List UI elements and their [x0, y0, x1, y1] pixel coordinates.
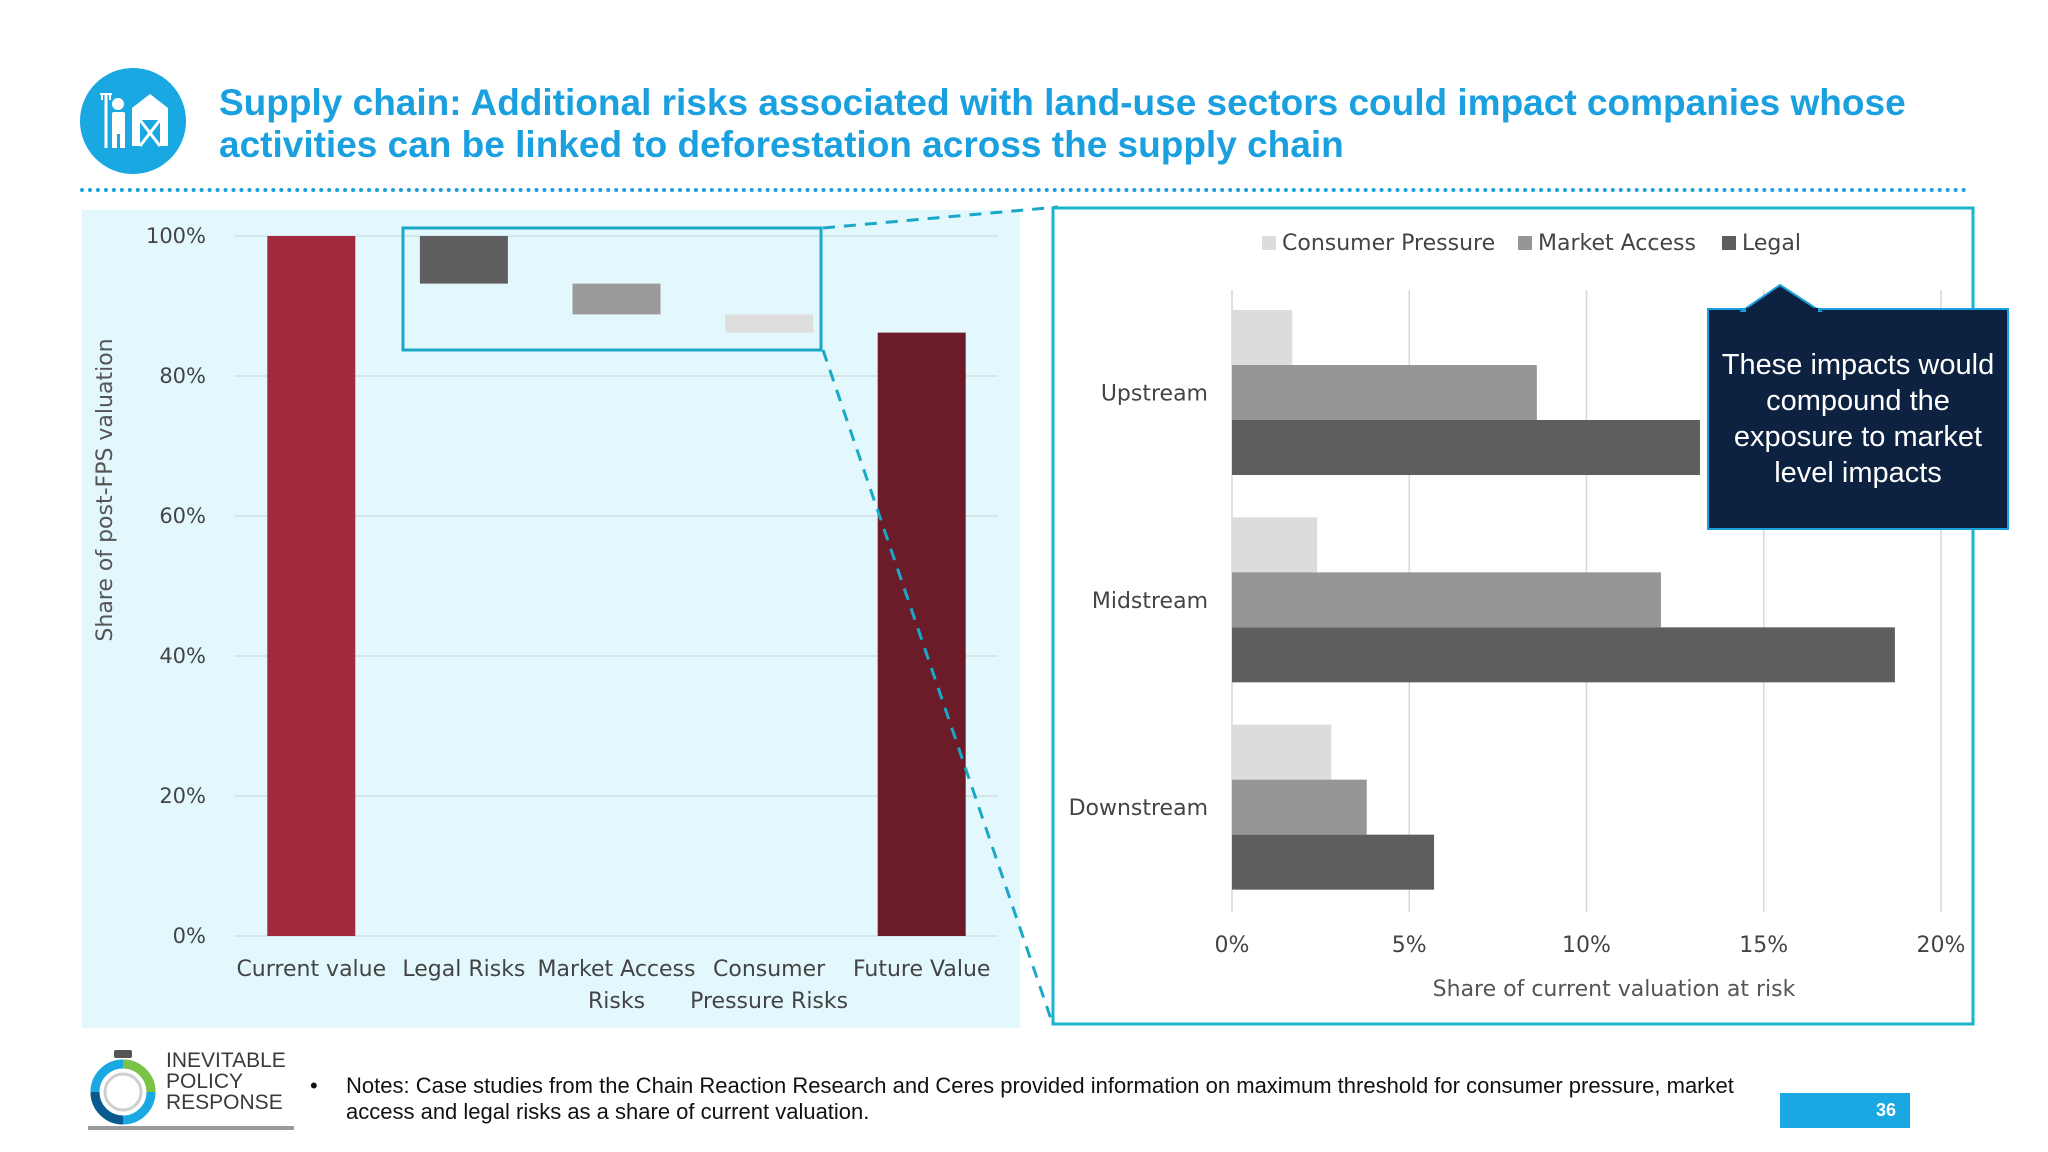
zoom-connector-top [822, 205, 1059, 230]
detail-x-tick-label: 15% [1739, 933, 1788, 958]
stopwatch-logo-icon [90, 1050, 156, 1125]
detail-bar [1232, 627, 1895, 683]
waterfall-y-ticks: 0% 20% 40% 60% 80% 100% [146, 224, 206, 948]
waterfall-y-axis-label: Share of post-FPS valuation [93, 338, 118, 641]
detail-x-tick-label: 0% [1215, 933, 1250, 958]
waterfall-y-tick-label: 20% [159, 784, 206, 808]
waterfall-bar [419, 236, 508, 284]
zoom-connector-bottom [821, 349, 1054, 1023]
detail-bar [1232, 572, 1661, 628]
detail-bars [1232, 310, 1895, 890]
detail-x-tick-label: 10% [1562, 933, 1611, 958]
notes-bullet: • [310, 1073, 318, 1098]
waterfall-bar [877, 332, 966, 937]
detail-bar [1232, 517, 1318, 573]
detail-category-label: Midstream [1092, 589, 1208, 614]
waterfall-chart-background [82, 210, 1020, 1028]
waterfall-y-tick-label: 40% [159, 644, 206, 668]
callout-pointer [1740, 283, 1824, 312]
legend-label: Market Access [1538, 231, 1696, 256]
waterfall-x-tick-label: Market Access [538, 957, 696, 982]
legend-swatch [1262, 236, 1276, 250]
waterfall-bar [725, 314, 814, 333]
zoom-highlight-box [401, 226, 823, 352]
legend-swatch [1518, 236, 1532, 250]
waterfall-x-tick-label: Consumer [713, 957, 826, 982]
detail-bar [1232, 420, 1700, 475]
waterfall-y-tick-label: 60% [159, 504, 206, 528]
detail-x-tick-label: 5% [1392, 933, 1427, 958]
waterfall-x-tick-label: Current value [236, 957, 386, 982]
detail-legend: Consumer Pressure Market Access Legal [1262, 231, 1801, 256]
waterfall-x-tick-label: Pressure Risks [690, 989, 848, 1014]
legend-label: Legal [1742, 231, 1801, 256]
callout-box: These impacts would compound the exposur… [1707, 308, 2009, 530]
detail-category-labels: Upstream Midstream Downstream [1069, 382, 1208, 822]
waterfall-x-tick-label: Legal Risks [402, 957, 525, 982]
logo-wordmark: INEVITABLE POLICY RESPONSE [166, 1049, 286, 1114]
waterfall-y-tick-label: 100% [146, 224, 206, 248]
waterfall-x-tick-label: Future Value [853, 957, 990, 982]
notes-text: Notes: Case studies from the Chain React… [346, 1073, 1734, 1124]
legend-label: Consumer Pressure [1282, 231, 1495, 256]
detail-bar [1232, 310, 1293, 365]
waterfall-bar [267, 236, 356, 936]
waterfall-y-tick-label: 80% [159, 364, 206, 388]
detail-category-label: Upstream [1101, 382, 1208, 407]
detail-x-tick-label: 20% [1917, 933, 1966, 958]
callout-text: These impacts would compound the exposur… [1721, 349, 1995, 489]
detail-x-ticks: 0% 5% 10% 15% 20% [1215, 933, 1966, 958]
page-number: 36 [1780, 1093, 1910, 1128]
waterfall-x-ticks: Current value Legal Risks Market Access Ris… [236, 957, 990, 1014]
page-title: Supply chain: Additional risks associate… [219, 82, 1906, 165]
waterfall-gridlines [235, 235, 998, 937]
detail-bar [1232, 779, 1367, 835]
waterfall-x-tick-label: Risks [588, 989, 645, 1014]
detail-category-label: Downstream [1069, 796, 1208, 821]
ipr-logo: INEVITABLE POLICY RESPONSE [88, 1046, 294, 1130]
waterfall-bar [572, 283, 661, 315]
legend-swatch [1722, 236, 1736, 250]
detail-bar [1232, 724, 1332, 780]
title-divider [80, 188, 1968, 192]
logo-underline [88, 1126, 294, 1130]
waterfall-y-tick-label: 0% [173, 924, 206, 948]
waterfall-bars [267, 236, 966, 937]
farmer-barn-icon [80, 68, 186, 174]
detail-bar [1232, 365, 1537, 420]
detail-bar [1232, 834, 1435, 890]
detail-x-axis-label: Share of current valuation at risk [1433, 977, 1796, 1002]
